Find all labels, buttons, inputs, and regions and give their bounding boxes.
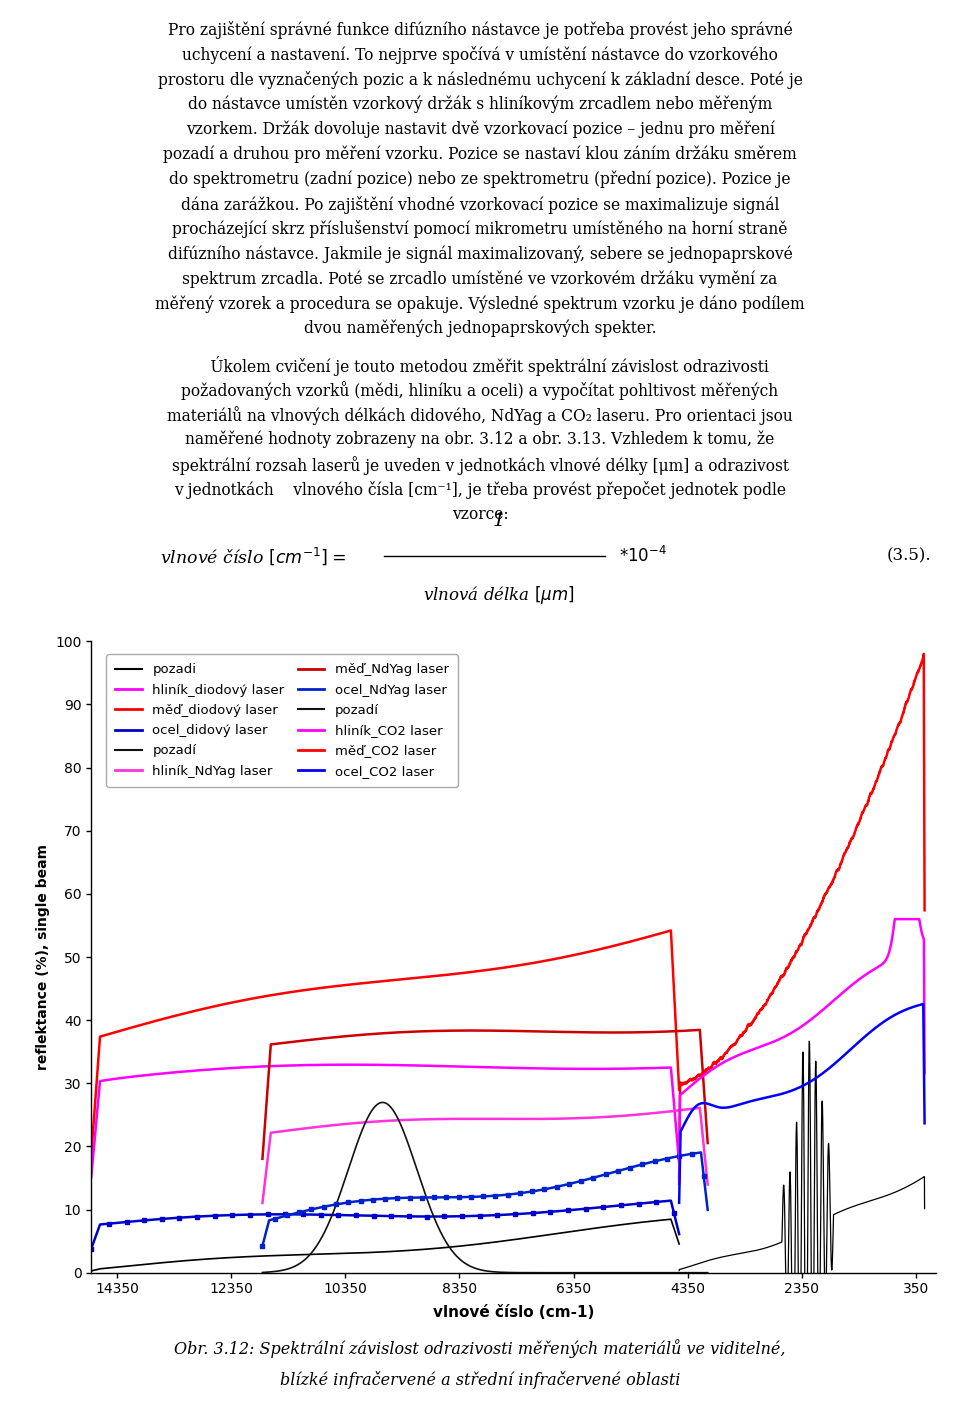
Text: vlnové číslo $[\mathit{cm}^{-1}]=$: vlnové číslo $[\mathit{cm}^{-1}]=$ <box>159 545 346 567</box>
Text: blízké infračervené a střední infračervené oblasti: blízké infračervené a střední infračerve… <box>279 1371 681 1389</box>
Text: Úkolem cvičení je touto metodou změřit spektrální závislost odrazivosti: Úkolem cvičení je touto metodou změřit s… <box>191 356 769 377</box>
Text: (3.5).: (3.5). <box>887 547 931 565</box>
Text: dvou naměřených jednopaprskových spekter.: dvou naměřených jednopaprskových spekter… <box>303 320 657 337</box>
Text: spektrální rozsah laserů je uveden v jednotkách vlnové délky [μm] a odrazivost: spektrální rozsah laserů je uveden v jed… <box>172 455 788 475</box>
Text: prostoru dle vyznačených pozic a k následnému uchycení k základní desce. Poté je: prostoru dle vyznačených pozic a k násle… <box>157 71 803 90</box>
Y-axis label: reflektance (%), single beam: reflektance (%), single beam <box>36 845 50 1069</box>
Text: Obr. 3.12: Spektrální závislost odrazivosti měřených materiálů ve viditelné,: Obr. 3.12: Spektrální závislost odrazivo… <box>175 1340 785 1358</box>
Text: pozadí a druhou pro měření vzorku. Pozice se nastaví klou záním držáku směrem: pozadí a druhou pro měření vzorku. Pozic… <box>163 146 797 164</box>
Text: uchycení a nastavení. To nejprve spočívá v umístění nástavce do vzorkového: uchycení a nastavení. To nejprve spočívá… <box>182 46 778 64</box>
Text: do nástavce umístěn vzorkový držák s hliníkovým zrcadlem nebo měřeným: do nástavce umístěn vzorkový držák s hli… <box>188 95 772 114</box>
Text: procházející skrz příslušenství pomocí mikrometru umístěného na horní straně: procházející skrz příslušenství pomocí m… <box>172 220 788 239</box>
Text: v jednotkách    vlnového čísla [cm⁻¹], je třeba provést přepočet jednotek podle: v jednotkách vlnového čísla [cm⁻¹], je t… <box>174 481 786 499</box>
Text: měřený vzorek a procedura se opakuje. Výsledné spektrum vzorku je dáno podílem: měřený vzorek a procedura se opakuje. Vý… <box>156 296 804 313</box>
Text: $* 10^{-4}$: $* 10^{-4}$ <box>619 546 667 566</box>
X-axis label: vlnové číslo (cm-1): vlnové číslo (cm-1) <box>433 1305 594 1320</box>
Text: spektrum zrcadla. Poté se zrcadlo umístěné ve vzorkovém držáku vymění za: spektrum zrcadla. Poté se zrcadlo umístě… <box>182 270 778 287</box>
Legend: pozadi, hliník_diodový laser, měď_diodový laser, ocel_didový laser, pozadí, hlin: pozadi, hliník_diodový laser, měď_diodov… <box>107 654 458 786</box>
Text: do spektrometru (zadní pozice) nebo ze spektrometru (přední pozice). Pozice je: do spektrometru (zadní pozice) nebo ze s… <box>169 171 791 188</box>
Text: požadovaných vzorků (mědi, hliníku a oceli) a vypočítat pohltivost měřených: požadovaných vzorků (mědi, hliníku a oce… <box>181 381 779 400</box>
Text: Pro zajištění správné funkce difúzního nástavce je potřeba provést jeho správné: Pro zajištění správné funkce difúzního n… <box>168 21 792 40</box>
Text: 1: 1 <box>493 512 505 530</box>
Text: vzorce:: vzorce: <box>452 506 508 522</box>
Text: dána zarážkou. Po zajištění vhodné vzorkovací pozice se maximalizuje signál: dána zarážkou. Po zajištění vhodné vzork… <box>180 196 780 213</box>
Text: vlnová délka $[\mathit{\mu m}]$: vlnová délka $[\mathit{\mu m}]$ <box>423 584 575 606</box>
Text: vzorkem. Držák dovoluje nastavit dvě vzorkovací pozice – jednu pro měření: vzorkem. Držák dovoluje nastavit dvě vzo… <box>185 121 775 138</box>
Text: materiálů na vlnových délkách didového, NdYag a CO₂ laseru. Pro orientaci jsou: materiálů na vlnových délkách didového, … <box>167 407 793 425</box>
Text: difúzního nástavce. Jakmile je signál maximalizovaný, sebere se jednopaprskové: difúzního nástavce. Jakmile je signál ma… <box>168 245 792 263</box>
Text: naměřené hodnoty zobrazeny na obr. 3.12 a obr. 3.13. Vzhledem k tomu, že: naměřené hodnoty zobrazeny na obr. 3.12 … <box>185 431 775 448</box>
